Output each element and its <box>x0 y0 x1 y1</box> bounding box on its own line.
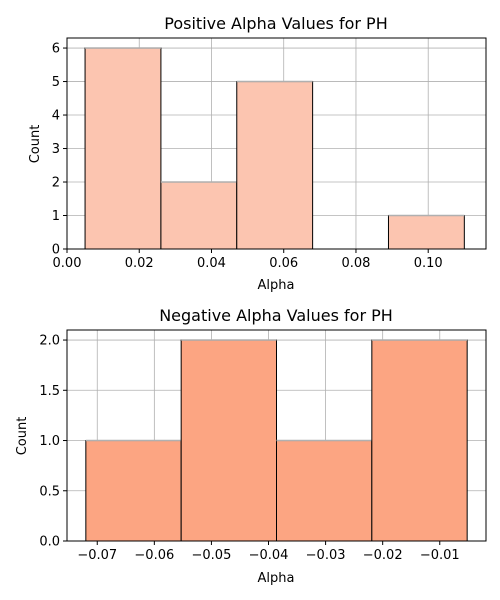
negative-alpha-chart: Negative Alpha Values for PH Alpha Count… <box>15 306 487 586</box>
chart-title: Positive Alpha Values for PH <box>164 14 387 33</box>
plot-area: −0.07 −0.06 −0.05 −0.04 −0.03 −0.02 −0.01 0.0 0.… <box>39 329 487 563</box>
x-tick-label: 0.00 <box>53 256 82 271</box>
y-tick-label: 4 <box>52 109 60 124</box>
axes-frame <box>66 329 487 542</box>
x-tick-label: 0.02 <box>125 256 154 271</box>
x-tick-label: −0.01 <box>420 548 460 563</box>
x-tick-label: −0.07 <box>77 548 117 563</box>
y-tick-label: 0.0 <box>39 535 60 550</box>
x-tick-label: −0.02 <box>363 548 403 563</box>
y-tick-label: 0.5 <box>39 484 60 499</box>
histogram-bar <box>160 181 238 250</box>
y-tick-label: 0 <box>52 243 60 258</box>
plot-area: 0.00 0.02 0.04 0.06 0.08 0.10 0 1 2 3 4 5 6 <box>52 37 487 271</box>
y-tick-label: 2.0 <box>39 334 60 349</box>
histogram-bar <box>276 440 373 542</box>
y-axis-label: Count <box>15 417 30 456</box>
x-tick-label: −0.03 <box>306 548 346 563</box>
chart-title: Negative Alpha Values for PH <box>159 306 393 325</box>
histogram-bar <box>371 339 468 542</box>
y-tick-label: 6 <box>52 42 60 57</box>
axes-frame <box>66 37 487 250</box>
histogram-bar <box>85 440 182 542</box>
x-axis-label: Alpha <box>258 278 295 293</box>
x-tick-label: −0.06 <box>134 548 174 563</box>
y-tick-label: 1.5 <box>39 384 60 399</box>
y-axis-label: Count <box>28 125 43 164</box>
x-tick-label: 0.04 <box>197 256 226 271</box>
y-tick-label: 3 <box>52 142 60 157</box>
y-tick-label: 1.0 <box>39 434 60 449</box>
histogram-bar <box>387 215 465 250</box>
x-tick-label: 0.10 <box>414 256 443 271</box>
y-tick-label: 5 <box>52 75 60 90</box>
x-tick-label: 0.08 <box>341 256 370 271</box>
x-tick-label: −0.04 <box>249 548 289 563</box>
y-tick-label: 2 <box>52 176 60 191</box>
x-tick-label: 0.06 <box>269 256 298 271</box>
histogram-bar <box>180 339 277 542</box>
positive-alpha-chart: Positive Alpha Values for PH Alpha Count… <box>28 14 487 293</box>
histogram-bar <box>84 47 162 250</box>
x-axis-label: Alpha <box>258 571 295 586</box>
histogram-bar <box>236 81 314 250</box>
y-tick-label: 1 <box>52 209 60 224</box>
x-tick-label: −0.05 <box>192 548 232 563</box>
